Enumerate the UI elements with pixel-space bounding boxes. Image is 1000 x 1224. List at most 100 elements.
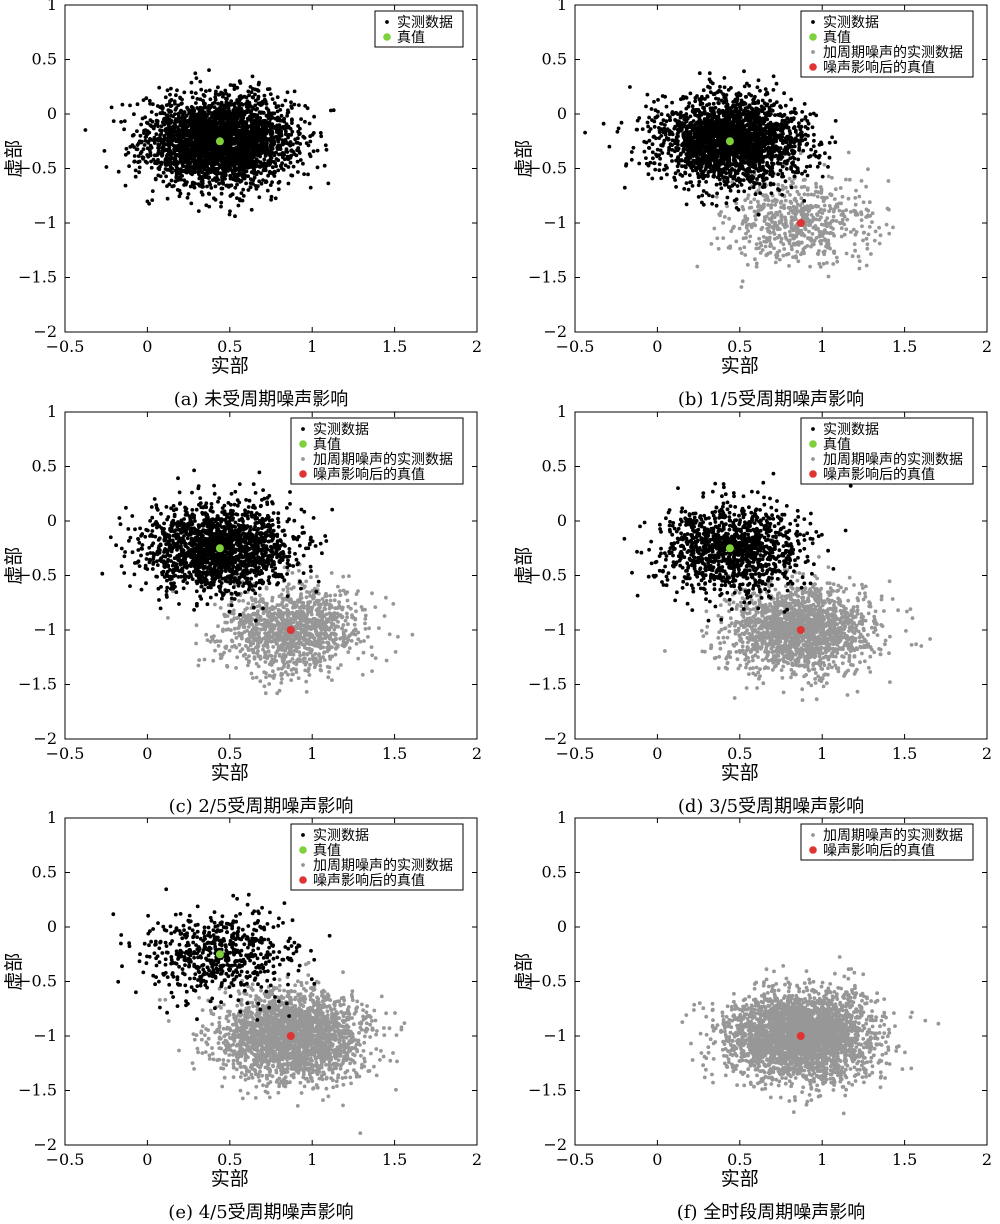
- scatter-point: [265, 148, 269, 152]
- scatter-point: [705, 132, 709, 136]
- scatter-point: [244, 125, 248, 129]
- scatter-point: [240, 168, 244, 172]
- scatter-point: [156, 124, 160, 128]
- scatter-point: [703, 160, 707, 164]
- scatter-point: [712, 121, 716, 125]
- scatter-point: [769, 218, 773, 222]
- scatter-point: [273, 174, 277, 178]
- scatter-point: [208, 107, 212, 111]
- scatter-point: [715, 118, 719, 122]
- scatter-point: [283, 157, 287, 161]
- scatter-point: [196, 125, 200, 129]
- scatter-point: [228, 141, 232, 145]
- scatter-point: [237, 132, 241, 136]
- scatter-point: [750, 138, 754, 142]
- scatter-point: [226, 165, 230, 169]
- scatter-point: [700, 129, 704, 133]
- scatter-point: [738, 145, 742, 149]
- scatter-point: [219, 110, 223, 114]
- scatter-point: [218, 136, 222, 140]
- scatter-point: [723, 149, 727, 153]
- scatter-point: [778, 188, 782, 192]
- scatter-point: [212, 171, 216, 175]
- scatter-point: [289, 104, 293, 108]
- scatter-point: [222, 133, 226, 137]
- scatter-point: [239, 119, 243, 123]
- scatter-point: [195, 114, 199, 118]
- scatter-point: [853, 209, 857, 213]
- scatter-point: [248, 118, 252, 122]
- scatter-point: [179, 158, 183, 162]
- scatter-point: [691, 109, 695, 113]
- scatter-point: [207, 152, 211, 156]
- scatter-point: [156, 143, 160, 147]
- scatter-point: [776, 122, 780, 126]
- scatter-point: [708, 86, 712, 90]
- scatter-point: [156, 146, 160, 150]
- scatter-point: [245, 120, 249, 124]
- scatter-point: [272, 136, 276, 140]
- scatter-point: [866, 215, 870, 219]
- scatter-point: [289, 161, 293, 165]
- scatter-point: [779, 215, 783, 219]
- scatter-point: [264, 168, 268, 172]
- scatter-point: [759, 159, 763, 163]
- scatter-point: [242, 153, 246, 157]
- scatter-point: [137, 141, 141, 145]
- y-tick-label: −2: [33, 322, 57, 341]
- scatter-point: [190, 168, 194, 172]
- scatter-point: [193, 136, 197, 140]
- scatter-point: [699, 135, 703, 139]
- scatter-point: [709, 106, 713, 110]
- scatter-point: [759, 149, 763, 153]
- scatter-point: [249, 157, 253, 161]
- scatter-point: [226, 138, 230, 142]
- scatter-point: [797, 243, 801, 247]
- scatter-point: [229, 177, 233, 181]
- scatter-point: [694, 151, 698, 155]
- scatter-point: [189, 134, 193, 138]
- scatter-point: [218, 117, 222, 121]
- scatter-point: [286, 136, 290, 140]
- scatter-point: [763, 138, 767, 142]
- scatter-point: [224, 92, 228, 96]
- scatter-point: [191, 150, 195, 154]
- scatter-point: [224, 170, 228, 174]
- scatter-point: [165, 129, 169, 133]
- scatter-point: [182, 127, 186, 131]
- scatter-point: [224, 121, 228, 125]
- scatter-point: [261, 147, 265, 151]
- scatter-point: [198, 142, 202, 146]
- scatter-point: [239, 133, 243, 137]
- scatter-point: [725, 145, 729, 149]
- scatter-point: [733, 104, 737, 108]
- scatter-point: [247, 140, 251, 144]
- scatter-point: [725, 183, 729, 187]
- scatter-point: [684, 112, 688, 116]
- scatter-point: [198, 135, 202, 139]
- scatter-point: [246, 154, 250, 158]
- scatter-point: [734, 127, 738, 131]
- scatter-point: [216, 85, 220, 89]
- scatter-point: [245, 126, 249, 130]
- scatter-point: [234, 167, 238, 171]
- scatter-point: [169, 87, 173, 91]
- scatter-point: [784, 218, 788, 222]
- scatter-point: [206, 124, 210, 128]
- scatter-point: [135, 147, 139, 151]
- scatter-point: [754, 136, 758, 140]
- scatter-point: [723, 110, 727, 114]
- scatter-point: [213, 124, 217, 128]
- scatter-point: [791, 209, 795, 213]
- scatter-point: [199, 149, 203, 153]
- scatter-point: [201, 193, 205, 197]
- scatter-point: [233, 149, 237, 153]
- scatter-point: [265, 149, 269, 153]
- scatter-point: [800, 218, 804, 222]
- scatter-point: [167, 151, 171, 155]
- scatter-point: [243, 111, 247, 115]
- scatter-point: [253, 139, 257, 143]
- scatter-point: [616, 130, 620, 134]
- scatter-point: [258, 119, 262, 123]
